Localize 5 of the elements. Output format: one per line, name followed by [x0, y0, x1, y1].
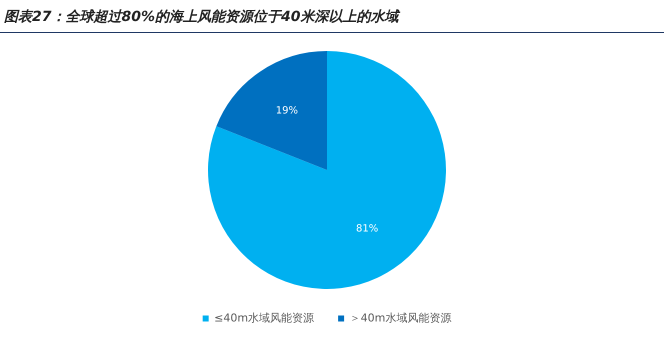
data-label: 19%: [276, 106, 298, 117]
legend-label: ≤40m水域风能资源: [214, 311, 314, 324]
data-label: 81%: [356, 224, 378, 235]
legend-label: ＞40m水域风能资源: [350, 311, 452, 324]
chart-title: 图表27：全球超过80%的海上风能资源位于40米深以上的水域: [0, 0, 664, 33]
